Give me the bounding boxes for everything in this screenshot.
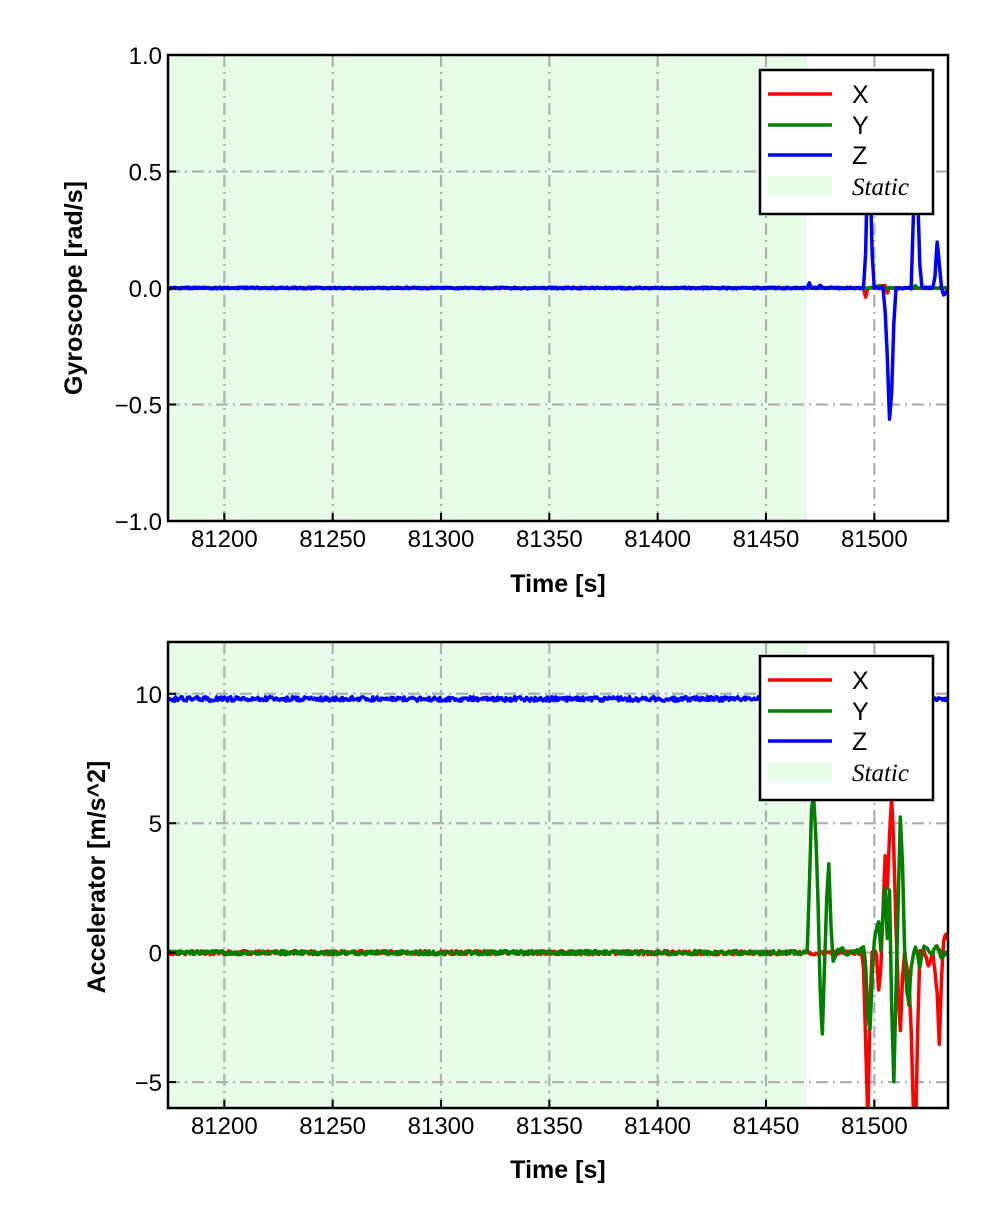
- legend: X Y Z Static: [758, 68, 935, 216]
- legend-label-x: X: [852, 667, 869, 695]
- legend-label-z: Z: [852, 142, 867, 170]
- y-axis-label: Gyroscope [rad/s]: [60, 181, 88, 395]
- series-line-y: [168, 796, 948, 1084]
- x-tick-label: 81500: [841, 1113, 908, 1140]
- x-tick-label: 81350: [516, 1113, 583, 1140]
- x-tick-label: 81300: [408, 526, 475, 553]
- series-line-z: [168, 145, 948, 421]
- legend-label-static: Static: [852, 760, 909, 787]
- accelerator-chart: 81200 81250 81300 81350 81400 81450 81500 −5 0 5 1…: [83, 640, 950, 1184]
- gyroscope-chart: 81200 81250 81300 81350 81400 81450 81500 −1.0 −…: [60, 43, 950, 598]
- ticks: 81200 81250 81300 81350 81400 81450 81500 −5 0 5 1…: [135, 682, 908, 1140]
- legend-label-x: X: [852, 81, 869, 109]
- x-tick-label: 81400: [624, 1113, 691, 1140]
- y-tick-label: 1.0: [129, 43, 162, 70]
- x-tick-label: 81450: [733, 526, 800, 553]
- x-tick-label: 81500: [841, 526, 908, 553]
- y-tick-label: −1.0: [115, 509, 162, 536]
- x-tick-label: 81300: [408, 1113, 475, 1140]
- y-axis-label: Accelerator [m/s^2]: [83, 761, 111, 994]
- x-tick-label: 81350: [516, 526, 583, 553]
- y-tick-label: 0.0: [129, 276, 162, 303]
- series-lines: [168, 145, 948, 421]
- x-tick-label: 81400: [624, 526, 691, 553]
- y-tick-label: 5: [149, 811, 162, 838]
- y-tick-label: −0.5: [115, 393, 162, 420]
- x-tick-label: 81250: [299, 1113, 366, 1140]
- x-tick-label: 81200: [191, 526, 258, 553]
- x-axis-label: Time [s]: [510, 570, 605, 598]
- y-tick-label: 0.5: [129, 160, 162, 187]
- ticks: 81200 81250 81300 81350 81400 81450 81500 −1.0 −…: [115, 43, 908, 553]
- legend-label-static: Static: [852, 174, 909, 201]
- x-tick-label: 81450: [733, 1113, 800, 1140]
- y-tick-label: 10: [135, 682, 162, 709]
- y-tick-label: 0: [149, 941, 162, 968]
- plot-frame: [166, 640, 950, 1110]
- x-tick-label: 81250: [299, 526, 366, 553]
- static-region-fill: [168, 642, 808, 1108]
- x-axis-label: Time [s]: [510, 1156, 605, 1184]
- legend-label-z: Z: [852, 728, 867, 756]
- legend: X Y Z Static: [758, 654, 935, 802]
- x-tick-label: 81200: [191, 1113, 258, 1140]
- static-region: [168, 642, 808, 1108]
- legend-swatch-static: [768, 762, 832, 782]
- legend-label-y: Y: [852, 112, 869, 140]
- y-tick-label: −5: [135, 1070, 162, 1097]
- legend-label-y: Y: [852, 698, 869, 726]
- legend-swatch-static: [768, 176, 832, 196]
